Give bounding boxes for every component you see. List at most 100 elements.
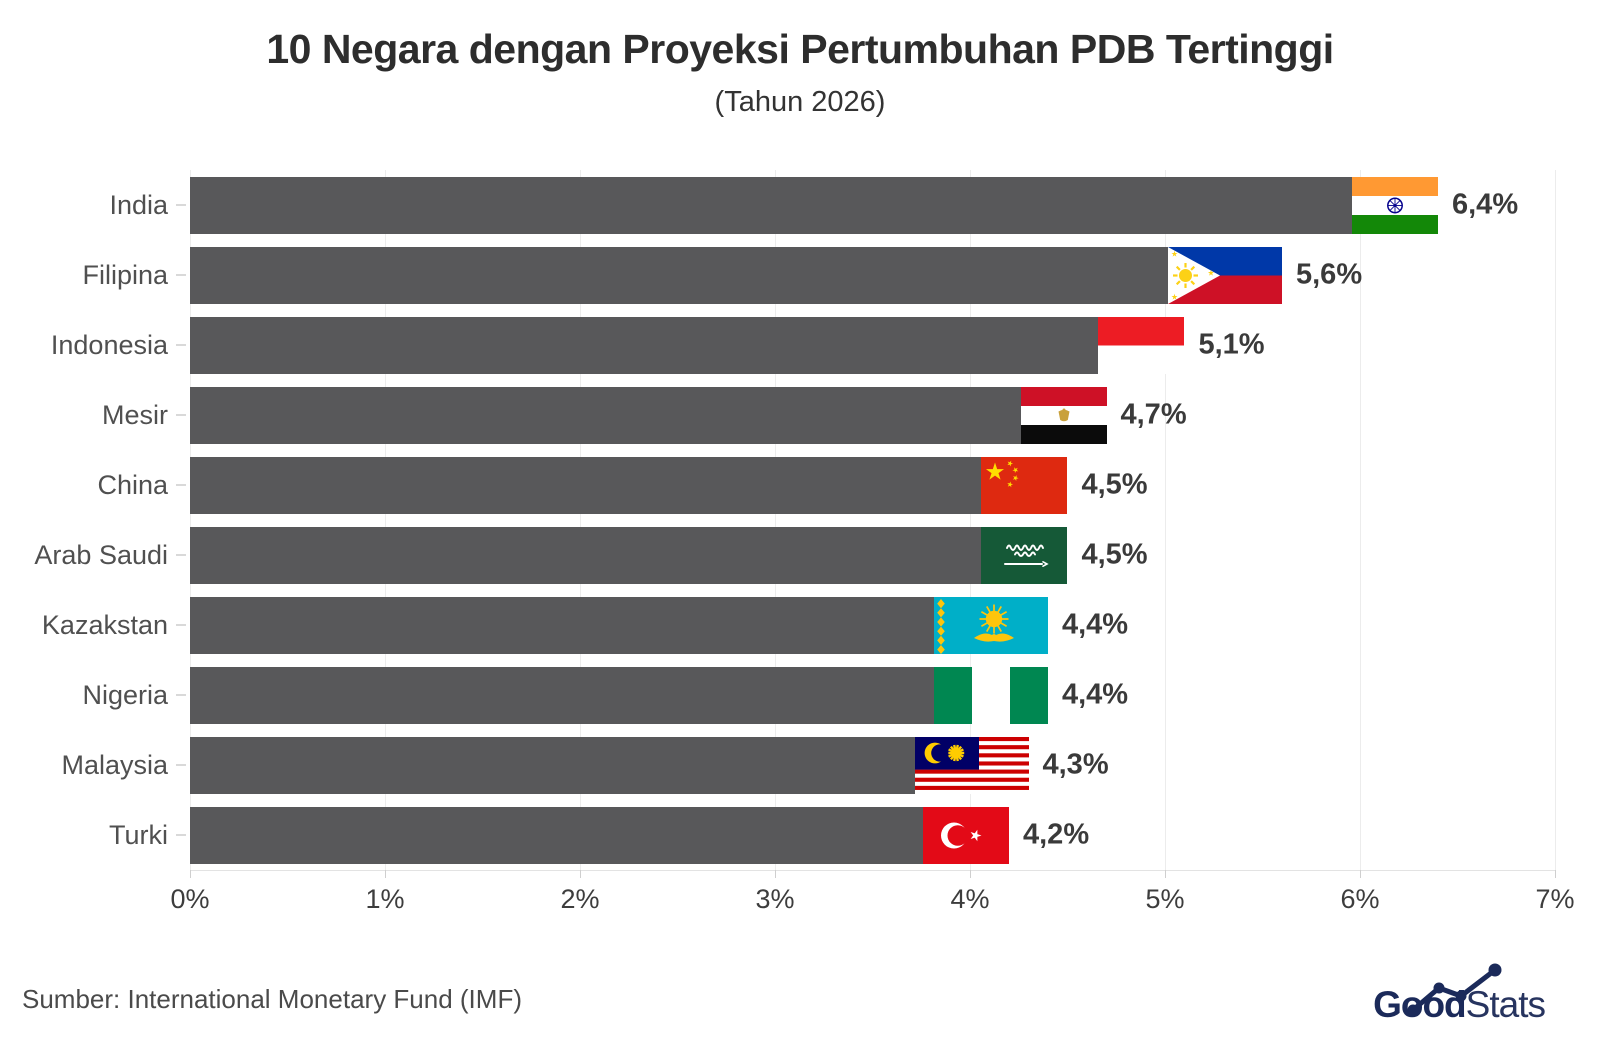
gridline [384,170,386,870]
axis-tick [190,870,191,878]
bar-row-indonesia: Indonesia 5,1% [0,310,1600,380]
bar-nigeria [190,666,1048,724]
value-label: 4,5% [1081,538,1148,571]
bar-row-kazakstan: Kazakstan [0,590,1600,660]
logo-trendline-icon [1407,963,1502,1016]
bar-track: 4,7% [190,386,1555,444]
gridline [970,170,971,870]
flag-egypt-icon [1020,386,1107,444]
value-label: 4,4% [1061,678,1129,711]
flag-malaysia-icon [914,736,1029,794]
label-tick [176,344,186,346]
country-label: Turki [109,819,168,850]
bar-row-filipina: Filipina 5,6% [0,240,1600,310]
bar-chart: India 6,4% Filipina [0,170,1600,915]
value-label: 4,2% [1023,818,1090,851]
axis-tick-label: 3% [755,884,795,914]
bar-row-arab-saudi: Arab Saudi [0,520,1600,590]
label-tick [176,204,186,206]
label-tick [176,624,186,626]
axis-tick [579,870,581,878]
bar-arab-saudi [190,526,1068,584]
country-label: Filipina [82,259,168,290]
value-label: 5,1% [1198,328,1265,361]
country-label: Kazakstan [41,609,168,640]
country-label: Arab Saudi [34,539,168,570]
axis-tick [774,870,776,878]
flag-kazakhstan-icon [933,596,1048,654]
goodstats-logo: GoodStats [1373,963,1546,1026]
label-tick [176,764,186,766]
bar-malaysia [190,736,1029,794]
bar-row-mesir: Mesir 4,7% [0,380,1600,450]
label-tick [176,484,186,486]
value-label: 4,7% [1120,398,1187,431]
bar-row-turki: Turki 4,2% [0,800,1600,870]
flag-indonesia-icon [1098,316,1185,374]
flag-turkey-icon [923,806,1009,864]
label-tick [176,834,186,836]
chart-title: 10 Negara dengan Proyeksi Pertumbuhan PD… [266,26,1334,72]
bar-row-malaysia: Malaysia [0,730,1600,800]
country-label: Malaysia [61,749,168,780]
value-label: 4,5% [1081,468,1148,501]
country-label: China [97,469,168,500]
gridline [1555,170,1556,870]
bar-track: 5,6% [190,246,1555,304]
bar-track: 4,2% [190,806,1555,864]
bar-track: 4,5% [190,526,1555,584]
axis-tick-label: 2% [560,884,600,914]
logo-text-stats: Stats [1465,984,1546,1025]
bar-mesir [190,386,1107,444]
country-label: Mesir [102,399,168,430]
axis-tick-label: 6% [1340,884,1380,914]
label-tick [176,694,186,696]
axis-tick [1360,870,1361,878]
axis-tick [1555,870,1556,878]
label-tick [176,414,186,416]
bar-filipina [190,246,1282,304]
gridline [190,170,191,870]
value-label: 4,3% [1042,748,1109,781]
bar-indonesia [190,316,1185,374]
bar-row-china: China 4,5% [0,450,1600,520]
value-label: 6,4% [1452,188,1519,221]
bar-track: 6,4% [190,176,1555,234]
source-note: Sumber: International Monetary Fund (IMF… [22,984,522,1014]
bar-row-india: India 6,4% [0,170,1600,240]
gridline [1165,170,1166,870]
gridline [579,170,581,870]
bar-track: 5,1% [190,316,1555,374]
label-tick [176,274,186,276]
country-label: Nigeria [82,679,168,710]
axis-tick [970,870,971,878]
axis-tick-label: 5% [1145,884,1185,914]
bar-china [190,456,1068,514]
bar-india [190,176,1438,234]
bar-turki [190,806,1009,864]
gridline [774,170,776,870]
bar-track: 4,4% [190,596,1555,654]
value-label: 4,4% [1061,608,1129,641]
gridlines [190,170,1556,871]
bar-track: 4,3% [190,736,1555,794]
axis-tick-label: 7% [1535,884,1575,914]
bar-track: 4,4% [190,666,1555,724]
country-label: Indonesia [50,329,168,360]
flag-saudi-arabia-icon [981,526,1068,584]
axis-tick [384,870,386,878]
flag-china-icon [981,456,1068,514]
axis-tick-label: 1% [365,884,405,914]
flag-nigeria-icon [933,666,1048,724]
axis-tick-label: 0% [170,884,210,914]
label-tick [176,554,186,556]
bar-track: 4,5% [190,456,1555,514]
axis-tick [1165,870,1166,878]
x-axis: 0% 1% 2% 3% 4% 5% 6% 7% [170,870,1575,915]
axis-tick-label: 4% [950,884,990,914]
flag-india-icon [1352,176,1438,234]
bar-row-nigeria: Nigeria 4,4% [0,660,1600,730]
flag-philippines-icon [1168,246,1282,304]
bar-kazakstan [190,596,1048,654]
